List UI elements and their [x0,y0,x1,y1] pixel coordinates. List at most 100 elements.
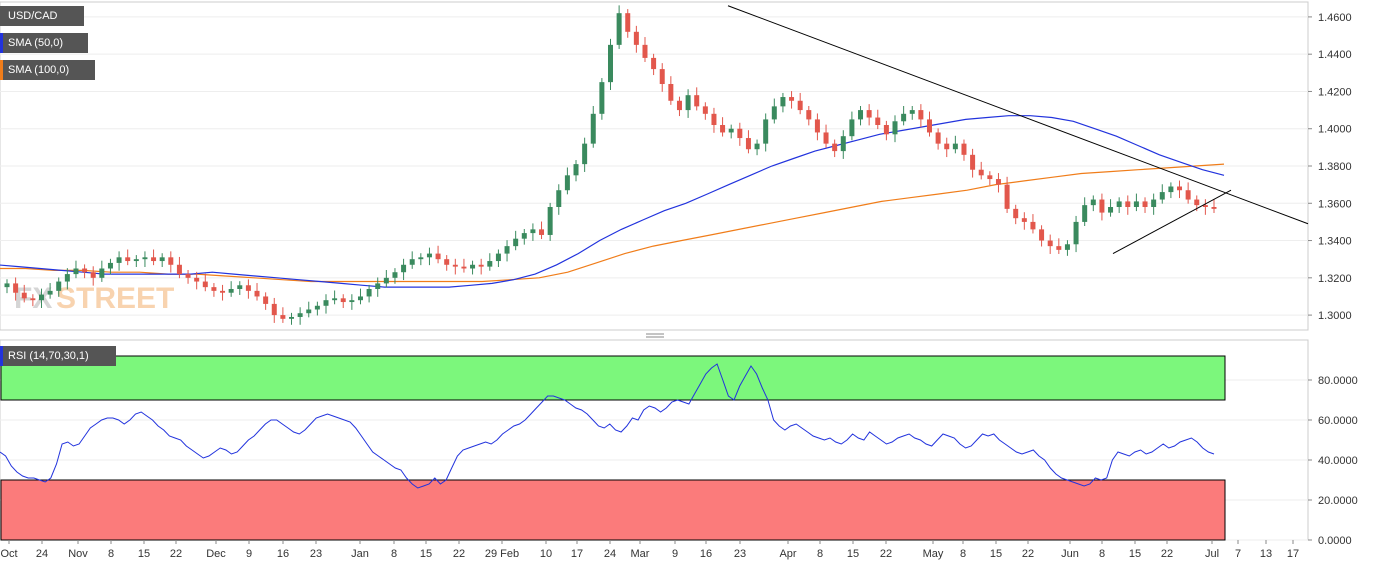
candle-body [1056,246,1062,250]
symbol-text: USD/CAD [8,10,58,22]
watermark-logo: FX STREET [14,282,174,315]
x-axis-label: 22 [1022,548,1034,560]
x-axis-label: 22 [170,548,182,560]
candle-body [289,316,295,319]
candle-body [556,190,562,207]
sma100-legend-text: SMA (100,0) [8,64,70,76]
candle-body [1151,199,1157,207]
x-axis-label: 8 [960,548,966,560]
candle-body [771,106,777,120]
candle-body [1099,199,1105,213]
candle-body [271,303,277,316]
x-axis-label: 24 [36,548,48,560]
sma100-line [0,163,1225,283]
candle-body [401,264,407,273]
candle-body [435,253,441,260]
x-axis-label: 22 [453,548,465,560]
candle-body [332,298,338,301]
candle-body [228,289,234,293]
candle-body [1013,208,1019,219]
candle-body [125,257,131,262]
candle-body [866,110,872,118]
candle-body [383,277,389,284]
candle-body [745,138,751,150]
candle-body [840,136,846,152]
candle-body [728,128,734,133]
candle-body [349,300,355,303]
candle-body [1185,190,1191,200]
candle-body [340,298,346,303]
candle-body [995,179,1001,185]
x-axis-label: Jun [1061,548,1079,560]
descending-trendline [727,5,1309,225]
candle-body [185,274,191,278]
candle-body [737,128,743,139]
x-axis-label: 8 [1099,548,1105,560]
x-axis-label: 8 [391,548,397,560]
candle-body [823,132,829,144]
candle-body [90,272,96,278]
ascending-trendline [1112,189,1232,255]
candle-body [952,143,958,150]
candle-body [573,164,579,176]
rsi-axis-label: 40.0000 [1318,455,1358,467]
x-axis-label: 15 [990,548,1002,560]
candle-body [633,31,639,45]
symbol-color-bar [0,6,3,26]
candle-body [720,125,726,133]
candle-body [409,259,415,265]
candle-body [461,266,467,269]
candle-body [530,229,536,234]
candle-body [926,119,932,133]
candle-body [754,143,760,150]
candle-body [539,229,545,235]
candle-body [392,272,398,278]
candle-body [616,13,622,45]
price-axis-label: 1.4200 [1318,86,1352,98]
x-axis-label: Nov [68,548,88,560]
candle-body [504,246,510,254]
candle-body [1116,201,1122,207]
candle-body [883,125,889,135]
candle-body [780,97,786,107]
rsi-overbought-zone [0,355,1226,401]
price-axis-label: 1.4000 [1318,124,1352,136]
candle-body [918,110,924,120]
rsi-color-bar [0,346,3,366]
x-axis-label: 8 [817,548,823,560]
candle-body [194,277,200,282]
candle-body [495,253,501,262]
candle-body [1047,240,1053,247]
candle-body [1133,201,1139,207]
x-axis-label: Apr [779,548,796,560]
x-axis-label: Mar [631,548,650,560]
price-axis-label: 1.3000 [1318,310,1352,322]
x-axis-label: Oct [0,548,17,560]
candle-body [323,300,329,306]
candle-body [56,281,62,291]
candle-body [909,110,915,114]
sma50-legend: SMA (50,0) [0,33,88,53]
sma100-legend: SMA (100,0) [0,60,95,80]
candle-body [142,257,148,260]
symbol-label: USD/CAD [0,6,84,26]
candle-body [151,257,157,262]
svg-text:STREET: STREET [56,282,174,315]
price-axis-label: 1.3400 [1318,236,1352,248]
candle-body [254,290,260,297]
candle-body [1082,205,1088,222]
candle-body [470,264,476,269]
candle-body [1004,184,1010,209]
price-axis-label: 1.4600 [1318,12,1352,24]
candle-body [73,268,79,275]
candle-body [1159,192,1165,200]
candle-body [176,264,182,275]
candle-body [978,169,984,176]
candle-body [547,207,553,235]
x-axis-label: 23 [310,548,322,560]
x-axis-label: 7 [1235,548,1241,560]
candle-body [797,100,803,111]
candle-body [582,143,588,165]
candle-body [694,95,700,107]
